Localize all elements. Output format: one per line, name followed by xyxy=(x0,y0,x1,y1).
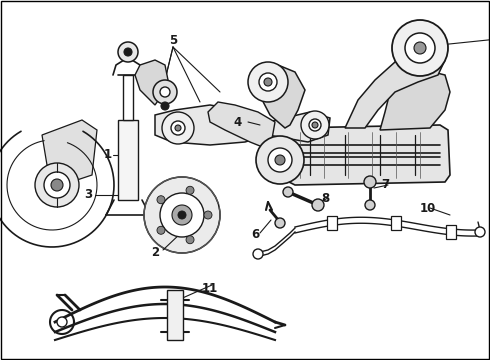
Circle shape xyxy=(256,136,304,184)
Circle shape xyxy=(264,78,272,86)
Text: 7: 7 xyxy=(381,179,389,192)
Circle shape xyxy=(301,111,329,139)
Polygon shape xyxy=(283,125,450,185)
Text: 11: 11 xyxy=(202,282,218,294)
Circle shape xyxy=(414,42,426,54)
Bar xyxy=(123,75,133,120)
Text: 10: 10 xyxy=(420,202,436,215)
Circle shape xyxy=(124,48,132,56)
Circle shape xyxy=(160,87,170,97)
Circle shape xyxy=(35,163,79,207)
Circle shape xyxy=(171,121,185,135)
Circle shape xyxy=(475,227,485,237)
Text: 1: 1 xyxy=(104,148,112,162)
Circle shape xyxy=(162,112,194,144)
Circle shape xyxy=(57,317,67,327)
Circle shape xyxy=(364,176,376,188)
Circle shape xyxy=(186,236,194,244)
Circle shape xyxy=(275,155,285,165)
Text: 4: 4 xyxy=(234,116,242,129)
Polygon shape xyxy=(208,102,275,150)
Circle shape xyxy=(175,125,181,131)
Polygon shape xyxy=(380,70,450,130)
Polygon shape xyxy=(268,112,330,142)
Circle shape xyxy=(253,249,263,259)
Circle shape xyxy=(392,20,448,76)
Text: 2: 2 xyxy=(151,246,159,258)
Circle shape xyxy=(157,226,165,234)
Circle shape xyxy=(186,186,194,194)
Circle shape xyxy=(161,102,169,110)
Circle shape xyxy=(118,42,138,62)
Circle shape xyxy=(259,73,277,91)
Circle shape xyxy=(160,193,204,237)
Circle shape xyxy=(204,211,212,219)
Text: 8: 8 xyxy=(321,192,329,204)
Circle shape xyxy=(268,148,292,172)
Polygon shape xyxy=(135,60,168,105)
Circle shape xyxy=(153,80,177,104)
Polygon shape xyxy=(258,65,305,128)
Polygon shape xyxy=(42,120,97,180)
Circle shape xyxy=(44,172,70,198)
Text: 3: 3 xyxy=(84,189,92,202)
Circle shape xyxy=(275,218,285,228)
Circle shape xyxy=(309,119,321,131)
Polygon shape xyxy=(155,105,268,145)
Text: 5: 5 xyxy=(169,33,177,46)
Bar xyxy=(445,225,456,239)
Bar xyxy=(391,216,401,230)
Bar xyxy=(167,290,183,340)
Circle shape xyxy=(405,33,435,63)
Circle shape xyxy=(248,62,288,102)
Circle shape xyxy=(51,179,63,191)
Circle shape xyxy=(312,199,324,211)
Bar xyxy=(327,216,337,230)
Circle shape xyxy=(365,200,375,210)
Bar xyxy=(118,120,138,200)
Circle shape xyxy=(312,122,318,128)
Polygon shape xyxy=(345,50,445,128)
Circle shape xyxy=(157,196,165,204)
Circle shape xyxy=(283,187,293,197)
Text: 6: 6 xyxy=(251,229,259,242)
Circle shape xyxy=(172,205,192,225)
Circle shape xyxy=(178,211,186,219)
Circle shape xyxy=(144,177,220,253)
